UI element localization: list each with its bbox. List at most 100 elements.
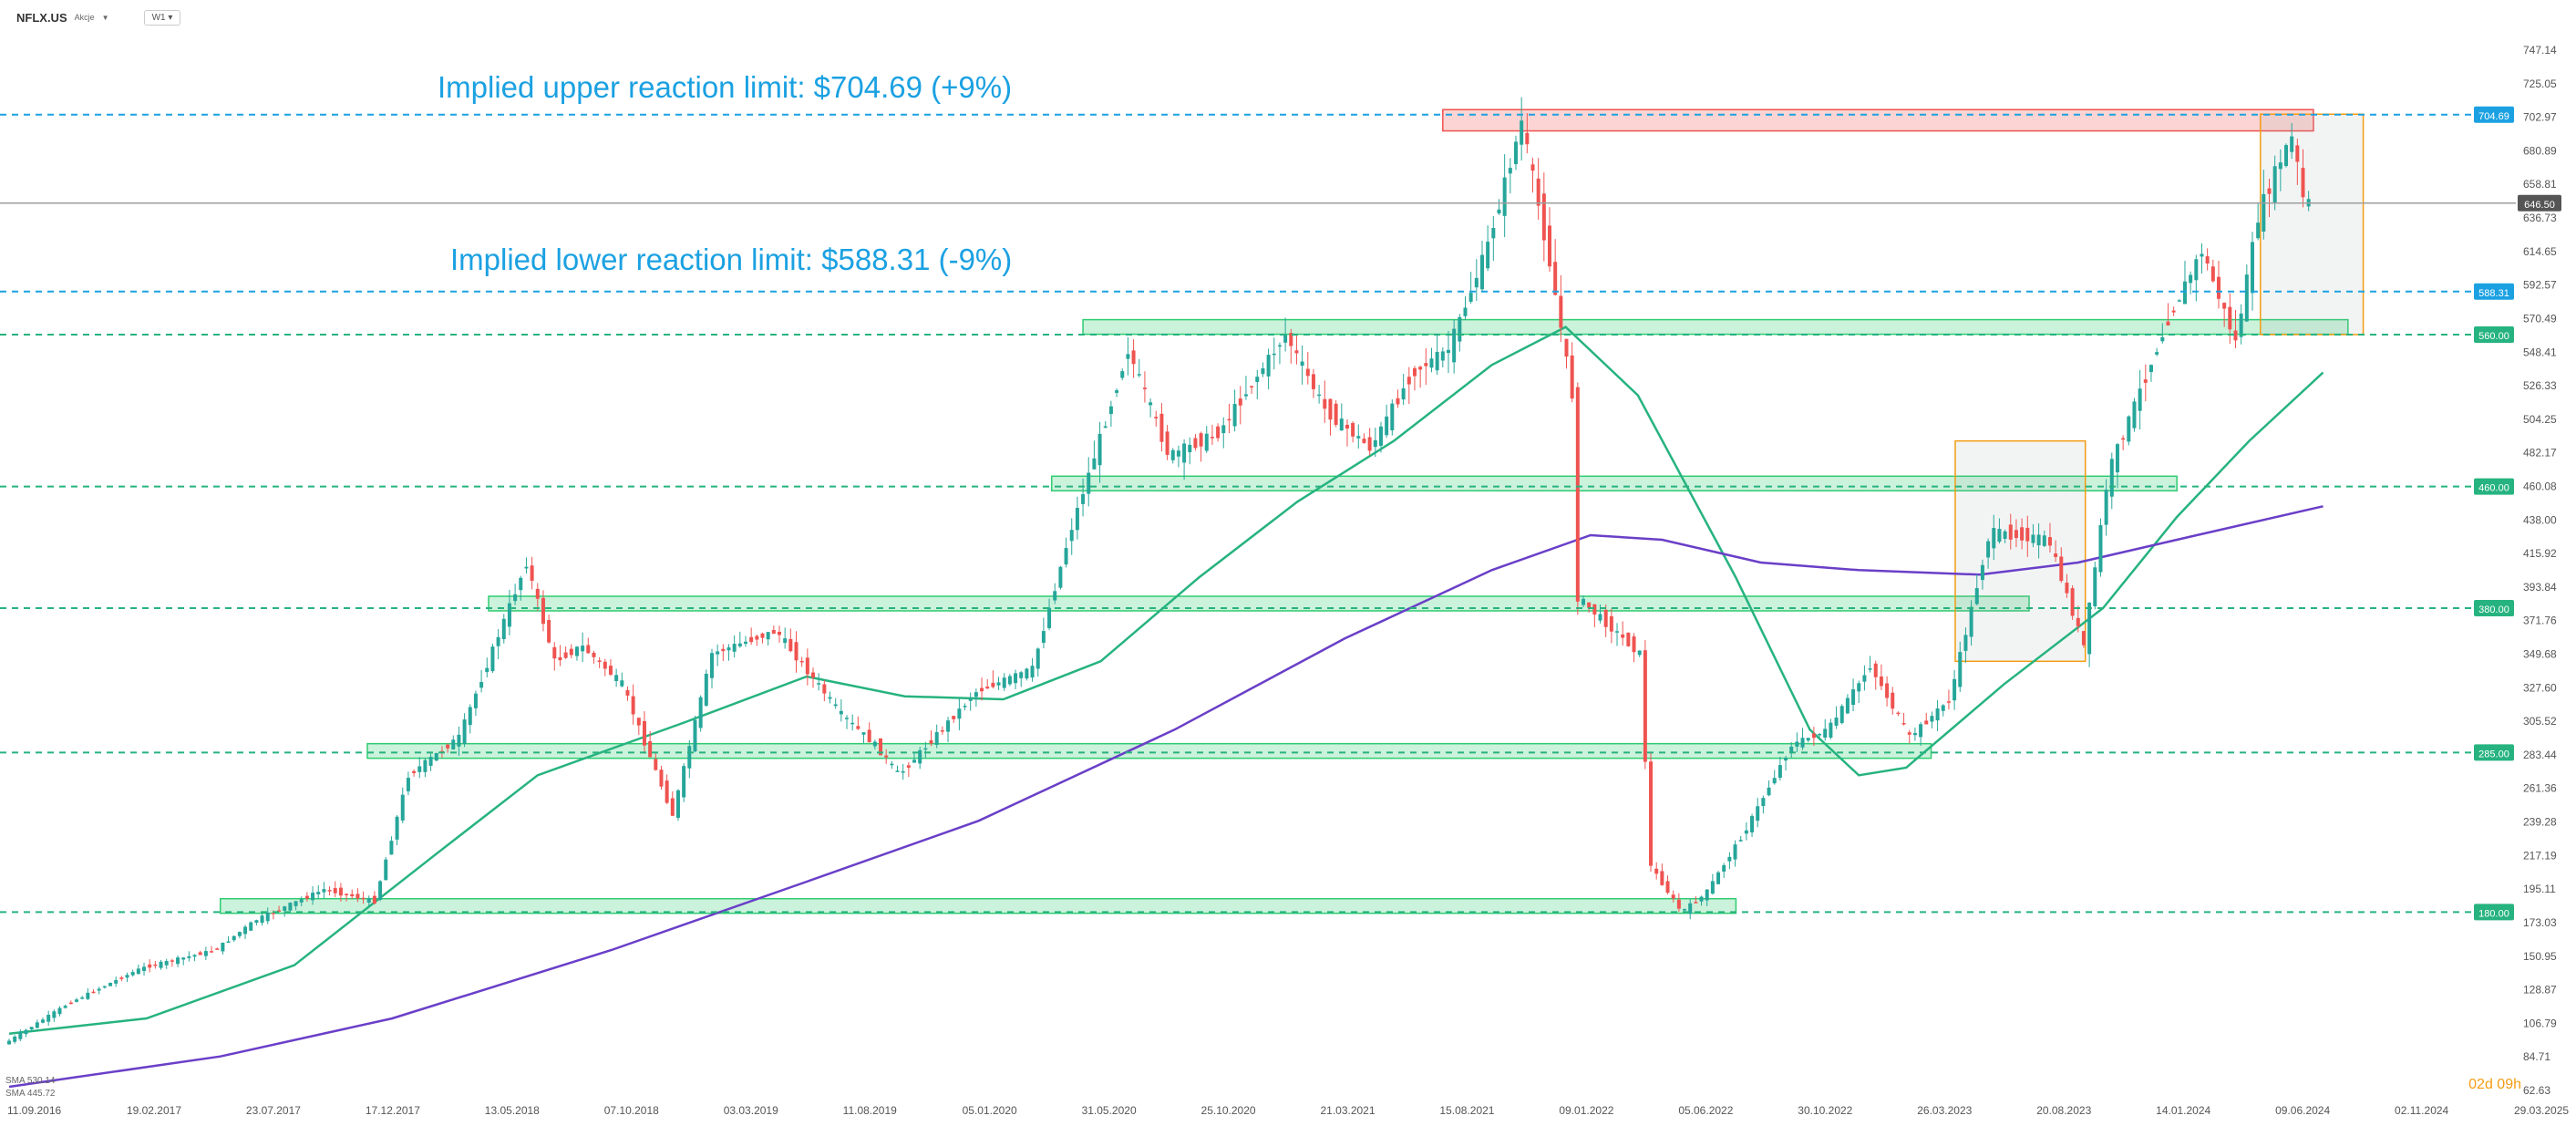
candle-body [1935, 708, 1940, 721]
candle-body [1142, 387, 1147, 389]
candle-body [446, 744, 450, 749]
candle-body [24, 1029, 28, 1035]
sma-fast-legend[interactable]: SMA 530.14 [5, 1076, 55, 1086]
candle-body [670, 798, 675, 816]
candle-body [2042, 535, 2046, 546]
candle-body [294, 901, 298, 906]
candle-body [1176, 450, 1180, 457]
candle-body [625, 689, 630, 696]
y-tick-label: 725.05 [2523, 77, 2557, 90]
candle-body [968, 698, 973, 701]
candle-body [1092, 458, 1097, 470]
candle-body [1654, 868, 1659, 874]
candle-body [574, 646, 579, 656]
moving-averages-layer [8, 325, 2324, 1089]
candle-body [861, 732, 866, 735]
candle-body [125, 975, 129, 978]
candle-body [1986, 541, 1991, 558]
candle-body [1053, 591, 1057, 601]
x-tick-label: 09.06.2024 [2275, 1104, 2330, 1117]
chevron-down-icon[interactable]: ▼ [101, 13, 109, 22]
candle-body [1536, 178, 1540, 206]
candle-body [1002, 677, 1006, 688]
candle-body [1159, 413, 1164, 442]
candle-body [817, 683, 821, 685]
candle-body [535, 588, 540, 599]
x-tick-label: 05.01.2020 [963, 1104, 1017, 1117]
y-tick-label: 482.17 [2523, 447, 2557, 460]
candle-body [1406, 377, 1411, 385]
y-tick-label: 415.92 [2523, 547, 2557, 560]
symbol-label[interactable]: NFLX.US [16, 10, 67, 25]
y-tick-label: 438.00 [2523, 513, 2557, 526]
x-tick-label: 15.08.2021 [1439, 1104, 1494, 1117]
candle-body [462, 719, 467, 744]
candle-body [18, 1032, 23, 1039]
candle-body [1418, 367, 1423, 370]
candle-body [1030, 666, 1035, 678]
y-tick-label: 504.25 [2523, 413, 2557, 426]
candle-body [1885, 683, 1890, 698]
candle-body [929, 739, 933, 744]
candle-body [2200, 253, 2204, 257]
level-badge [2474, 744, 2514, 761]
candle-body [1165, 431, 1170, 455]
candle-body [1064, 548, 1068, 565]
candle-body [2272, 166, 2277, 203]
x-tick-label: 25.10.2020 [1201, 1104, 1256, 1117]
candle-body [1390, 403, 1395, 431]
level-badge-label: 704.69 [2478, 111, 2509, 122]
candle-body [1266, 355, 1271, 377]
candle-body [1851, 689, 1856, 706]
candle-body [102, 986, 107, 988]
candle-body [912, 759, 917, 763]
candle-body [519, 577, 523, 591]
candle-body [1643, 650, 1647, 762]
candle-body [839, 710, 843, 715]
candle-body [1250, 386, 1254, 387]
candle-body [2160, 336, 2165, 342]
candle-body [2189, 274, 2193, 284]
candle-body [1513, 141, 1518, 165]
candle-body [1424, 363, 1428, 367]
candle-body [1901, 723, 1906, 725]
y-tick-label: 570.49 [2523, 312, 2557, 325]
candle-body [1795, 741, 1799, 747]
candle-body [1199, 433, 1203, 447]
candle-body [2059, 556, 2064, 582]
candle-body [1520, 120, 1524, 145]
candle-body [906, 765, 911, 768]
candle-body [1857, 683, 1861, 692]
instrument-type-label: Akcje [74, 13, 95, 22]
timeframe-select[interactable]: W1 ▾ [143, 9, 181, 26]
candle-body [1727, 856, 1732, 862]
candle-body [1564, 338, 1569, 357]
y-tick-label: 305.52 [2523, 715, 2557, 728]
candle-body [80, 997, 85, 999]
y-tick-label: 548.41 [2523, 346, 2557, 358]
candle-body [2194, 259, 2199, 281]
candle-body [271, 912, 275, 914]
candle-body [142, 966, 147, 971]
candle-body [1744, 830, 1748, 834]
candle-body [631, 696, 635, 715]
candle-body [1992, 528, 1996, 549]
sma-slow-legend[interactable]: SMA 445.72 [5, 1089, 55, 1099]
y-tick-label: 327.60 [2523, 681, 2557, 694]
candle-body [1632, 636, 1636, 653]
candle-body [2295, 145, 2300, 162]
candle-body [1553, 262, 1558, 295]
candle-body [490, 646, 495, 672]
level-badge [2474, 283, 2514, 300]
candle-body [1221, 425, 1226, 434]
x-tick-label: 19.02.2017 [127, 1104, 181, 1117]
implied-limit-annotation: Implied lower reaction limit: $588.31 (-… [450, 243, 1012, 276]
candle-body [2171, 310, 2176, 313]
candle-body [822, 684, 827, 694]
candle-body [918, 749, 922, 764]
candle-body [636, 718, 641, 726]
x-tick-label: 23.07.2017 [246, 1104, 301, 1117]
candle-body [91, 991, 96, 994]
resistance-zone [1442, 108, 2314, 132]
